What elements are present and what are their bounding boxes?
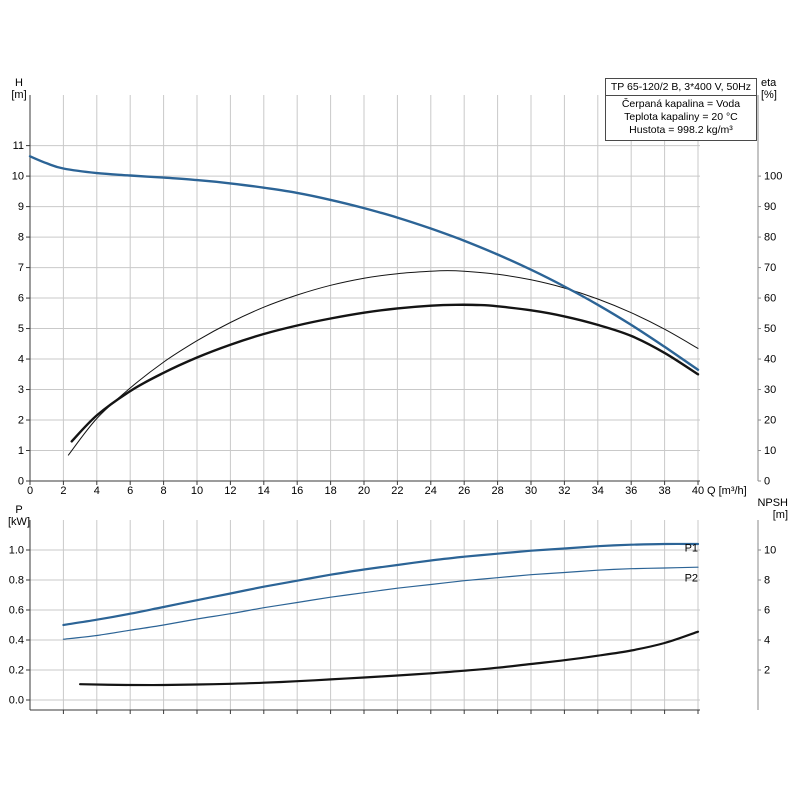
y-right-tick-label: 10 [764, 445, 776, 457]
y-left-tick-label: 4 [18, 354, 24, 366]
pumped-liquid-line: Čerpaná kapalina = Voda [621, 98, 741, 110]
p2-curve [62, 566, 699, 640]
y-right-tick-label: 60 [764, 293, 776, 305]
h-axis-unit: [m] [11, 89, 27, 101]
x-tick-label: 24 [425, 485, 437, 497]
y-right-tick-label: 4 [764, 634, 770, 646]
pump-model-title: TP 65-120/2 B, 3*400 V, 50Hz [605, 79, 756, 96]
h-axis-symbol: H [15, 77, 23, 89]
y-right-tick-label: 80 [764, 232, 776, 244]
y-right-tick-label: 6 [764, 604, 770, 616]
x-tick-label: 36 [625, 485, 637, 497]
x-tick-label: 22 [391, 485, 403, 497]
y-right-tick-label: 70 [764, 262, 776, 274]
y-left-tick-label: 0.2 [9, 664, 24, 676]
p-axis-unit: [kW] [8, 516, 30, 528]
y-left-tick-label: 11 [13, 140, 24, 152]
y-right-tick-label: 40 [764, 354, 776, 366]
y-left-tick-label: 5 [18, 323, 24, 335]
x-tick-label: 18 [324, 485, 336, 497]
x-tick-label: 32 [558, 485, 570, 497]
y-left-tick-label: 2 [18, 415, 24, 427]
y-left-tick-label: 10 [12, 171, 24, 183]
p-axis-symbol: P [15, 504, 23, 516]
npsh-axis-symbol: NPSH [757, 497, 788, 509]
head-curve [28, 155, 700, 371]
y-left-tick-label: 0.4 [9, 634, 24, 646]
x-tick-label: 6 [127, 485, 133, 497]
x-tick-label: 16 [291, 485, 303, 497]
eta-total-curve [70, 303, 700, 443]
p1-curve-label: P1 [685, 543, 698, 555]
y-right-tick-label: 100 [764, 171, 782, 183]
x-tick-label: 12 [224, 485, 236, 497]
x-tick-label: 4 [94, 485, 100, 497]
y-right-tick-label: 2 [764, 664, 770, 676]
y-right-tick-label: 10 [764, 544, 776, 556]
y-right-tick-label: 8 [764, 574, 770, 586]
y-left-tick-label: 3 [18, 384, 24, 396]
npsh-curve [79, 630, 700, 687]
pump-info-box: TP 65-120/2 B, 3*400 V, 50Hz Čerpaná kap… [604, 78, 757, 141]
eta-axis-unit: [%] [761, 89, 777, 101]
x-tick-label: 8 [161, 485, 167, 497]
x-tick-label: 26 [458, 485, 470, 497]
x-tick-label: 38 [658, 485, 670, 497]
y-left-tick-label: 1 [18, 445, 24, 457]
x-tick-label: 34 [592, 485, 604, 497]
p1-curve [62, 542, 700, 627]
x-tick-label: 30 [525, 485, 537, 497]
y-right-tick-label: 0 [764, 476, 770, 488]
y-left-tick-label: 7 [18, 262, 24, 274]
q-axis-label: Q [m³/h] [707, 485, 747, 497]
x-tick-label: 10 [191, 485, 203, 497]
y-left-tick-label: 1.0 [9, 544, 24, 556]
eta-pump-curve [67, 270, 699, 456]
y-left-tick-label: 0.8 [9, 574, 24, 586]
h-axis-header: H [m] [2, 77, 36, 101]
p2-curve-label: P2 [685, 573, 698, 585]
npsh-axis-unit: [m] [772, 509, 788, 521]
y-right-tick-label: 50 [764, 323, 776, 335]
pump-liquid-info: Čerpaná kapalina = Voda Teplota kapaliny… [606, 96, 756, 140]
y-left-tick-label: 0.6 [9, 604, 24, 616]
x-tick-label: 2 [60, 485, 66, 497]
x-tick-label: 20 [358, 485, 370, 497]
y-left-tick-label: 6 [18, 293, 24, 305]
npsh-axis-header: NPSH [m] [746, 497, 788, 521]
x-tick-label: 14 [258, 485, 270, 497]
x-tick-label: 40 [692, 485, 704, 497]
density-line: Hustota = 998.2 kg/m³ [629, 124, 733, 136]
y-right-tick-label: 90 [764, 201, 776, 213]
liquid-temperature-line: Teplota kapaliny = 20 °C [624, 111, 738, 123]
y-left-tick-label: 8 [18, 232, 24, 244]
y-right-tick-label: 30 [764, 384, 776, 396]
y-left-tick-label: 0.0 [9, 694, 24, 706]
y-left-tick-label: 9 [18, 201, 24, 213]
y-left-tick-label: 0 [18, 476, 24, 488]
x-tick-label: 0 [27, 485, 33, 497]
x-tick-label: 28 [491, 485, 503, 497]
eta-axis-symbol: eta [761, 77, 777, 89]
y-right-tick-label: 20 [764, 415, 776, 427]
eta-axis-header: eta [%] [761, 77, 777, 101]
p-axis-header: P [kW] [2, 504, 36, 528]
